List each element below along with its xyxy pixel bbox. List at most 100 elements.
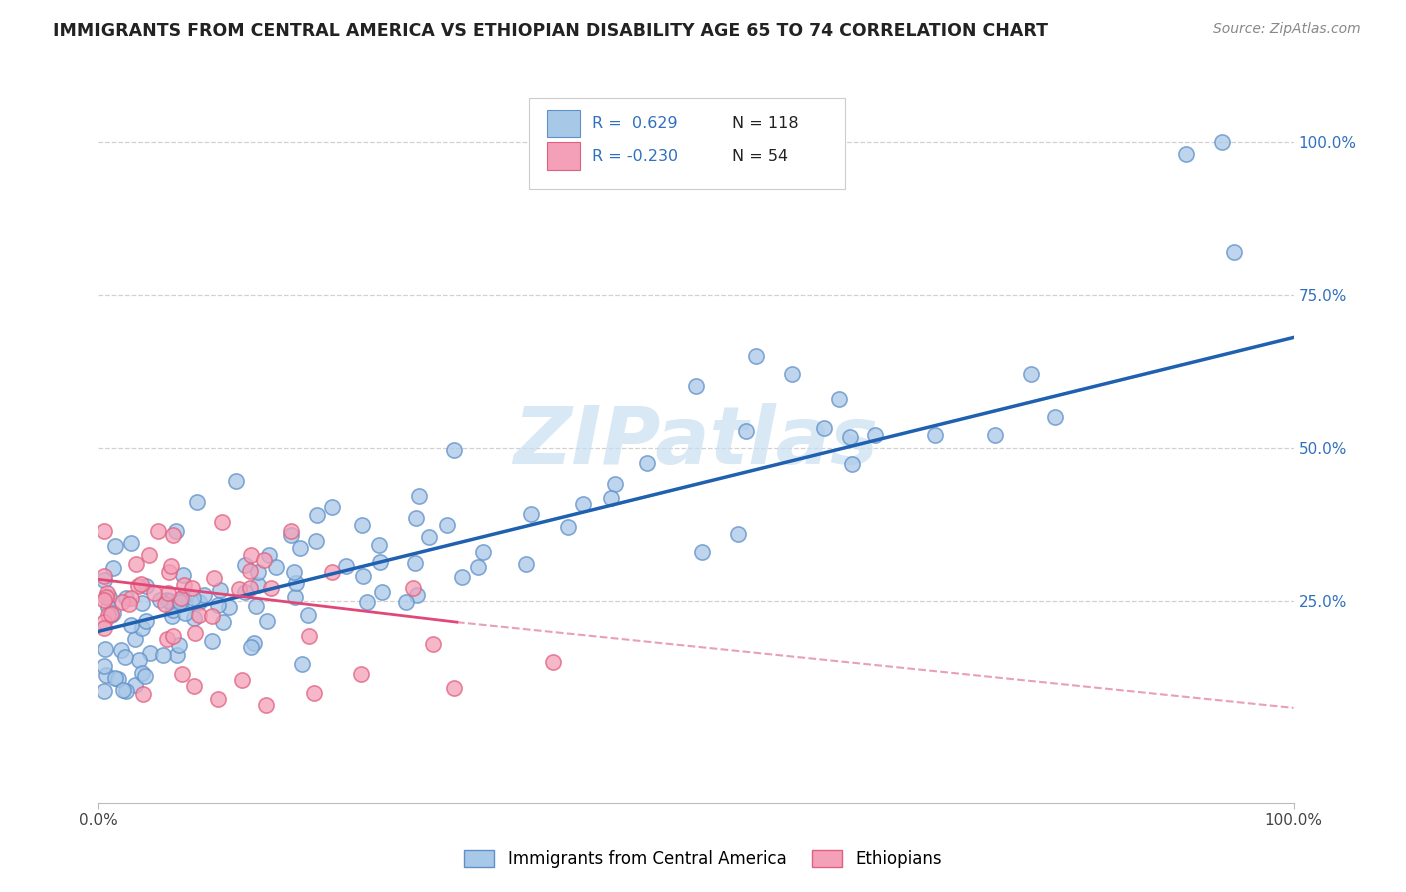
Point bbox=[156, 585, 179, 599]
Text: N = 54: N = 54 bbox=[733, 149, 787, 163]
Point bbox=[183, 611, 205, 625]
Point bbox=[93, 659, 115, 673]
Point bbox=[302, 685, 325, 699]
Point bbox=[370, 584, 392, 599]
Point bbox=[599, 491, 621, 505]
Bar bbox=[547, 110, 581, 137]
Point bbox=[225, 474, 247, 488]
Point bbox=[186, 494, 208, 508]
Point bbox=[280, 524, 302, 538]
Point bbox=[153, 597, 176, 611]
Point bbox=[156, 632, 179, 646]
Point bbox=[117, 597, 139, 611]
Point bbox=[172, 667, 194, 681]
Point bbox=[135, 579, 157, 593]
Point bbox=[124, 632, 146, 647]
Point bbox=[727, 527, 749, 541]
Point bbox=[120, 591, 142, 605]
Point bbox=[515, 558, 537, 572]
Point bbox=[93, 593, 115, 607]
Point bbox=[233, 558, 256, 572]
Point bbox=[209, 583, 232, 598]
Point bbox=[690, 545, 713, 559]
Point bbox=[256, 614, 278, 628]
Point bbox=[93, 621, 115, 635]
Text: R = -0.230: R = -0.230 bbox=[592, 149, 678, 163]
Point bbox=[97, 599, 120, 614]
Point bbox=[813, 421, 835, 435]
Point bbox=[841, 457, 863, 471]
Point bbox=[104, 539, 127, 553]
Point bbox=[132, 687, 155, 701]
Point bbox=[924, 428, 946, 442]
Point bbox=[187, 608, 209, 623]
Point bbox=[356, 595, 378, 609]
Point bbox=[152, 648, 174, 662]
Point bbox=[242, 636, 264, 650]
Point bbox=[100, 607, 122, 621]
Text: R =  0.629: R = 0.629 bbox=[592, 116, 678, 131]
Point bbox=[193, 588, 215, 602]
Point bbox=[321, 500, 343, 515]
Point bbox=[162, 609, 184, 624]
Point bbox=[184, 625, 207, 640]
Point bbox=[93, 683, 115, 698]
Point bbox=[183, 680, 205, 694]
Point bbox=[173, 578, 195, 592]
Point bbox=[520, 507, 543, 521]
Point bbox=[172, 591, 194, 605]
Point bbox=[240, 548, 263, 562]
Point bbox=[93, 524, 115, 539]
Point bbox=[111, 683, 134, 698]
Point bbox=[422, 637, 444, 651]
Point bbox=[162, 629, 184, 643]
Point bbox=[865, 428, 887, 442]
Point bbox=[173, 607, 195, 621]
Point bbox=[405, 511, 427, 525]
Text: N = 118: N = 118 bbox=[733, 116, 799, 131]
Point bbox=[402, 581, 425, 595]
Point bbox=[405, 588, 427, 602]
Point bbox=[100, 608, 122, 623]
Point bbox=[94, 641, 117, 656]
Point bbox=[780, 367, 803, 381]
Point bbox=[1043, 410, 1066, 425]
Point bbox=[280, 528, 302, 542]
Legend: Immigrants from Central America, Ethiopians: Immigrants from Central America, Ethiopi… bbox=[458, 843, 948, 875]
Point bbox=[107, 673, 129, 687]
FancyBboxPatch shape bbox=[529, 98, 845, 189]
Point bbox=[138, 548, 160, 562]
Point bbox=[228, 582, 250, 597]
Point bbox=[180, 581, 202, 595]
Point bbox=[436, 518, 458, 533]
Point bbox=[201, 609, 224, 624]
Point bbox=[350, 667, 373, 681]
Point bbox=[96, 586, 118, 600]
Point bbox=[218, 600, 240, 615]
Point bbox=[352, 569, 374, 583]
Text: IMMIGRANTS FROM CENTRAL AMERICA VS ETHIOPIAN DISABILITY AGE 65 TO 74 CORRELATION: IMMIGRANTS FROM CENTRAL AMERICA VS ETHIO… bbox=[53, 22, 1049, 40]
Point bbox=[166, 524, 188, 539]
Point bbox=[142, 586, 165, 600]
Point bbox=[201, 634, 224, 648]
Point bbox=[418, 530, 440, 544]
Point bbox=[352, 518, 374, 533]
Point bbox=[157, 594, 180, 608]
Point bbox=[443, 681, 465, 695]
Point bbox=[636, 456, 658, 470]
Point bbox=[231, 673, 253, 688]
Point bbox=[408, 489, 430, 503]
Point bbox=[239, 581, 262, 595]
Point bbox=[115, 684, 138, 698]
Point bbox=[166, 648, 188, 662]
Point bbox=[167, 592, 190, 607]
Point bbox=[264, 560, 287, 574]
Point bbox=[283, 565, 305, 579]
Point bbox=[93, 573, 115, 587]
Point bbox=[572, 497, 595, 511]
Point bbox=[305, 508, 328, 523]
Point bbox=[93, 569, 115, 583]
Point bbox=[188, 595, 211, 609]
Point bbox=[253, 553, 276, 567]
Point bbox=[254, 698, 277, 712]
